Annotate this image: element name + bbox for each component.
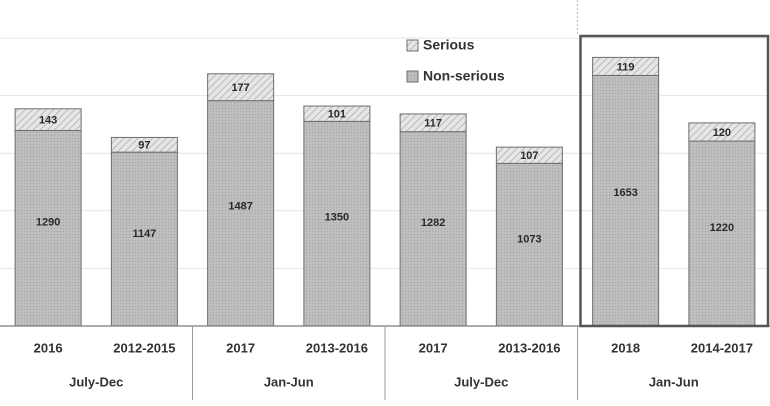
data-label-nonserious: 1073 xyxy=(517,234,541,246)
data-label-nonserious: 1282 xyxy=(421,217,445,229)
data-label-serious: 117 xyxy=(424,118,442,130)
bar-nonserious xyxy=(495,162,563,327)
x-tick-label: 2017 xyxy=(419,340,448,355)
data-label-serious: 177 xyxy=(231,82,249,94)
bar-serious xyxy=(207,73,275,102)
bar-nonserious xyxy=(399,131,467,327)
x-tick-label: 2012-2015 xyxy=(113,340,175,355)
x-group-label: July-Dec xyxy=(454,374,508,389)
bar-nonserious xyxy=(14,129,82,327)
legend: Serious Non-serious xyxy=(406,37,505,84)
data-label-nonserious: 1147 xyxy=(132,228,156,240)
legend-label-serious: Serious xyxy=(423,37,475,53)
bar-nonserious xyxy=(592,74,660,327)
data-label-serious: 119 xyxy=(617,61,635,73)
x-group-label: Jan-Jun xyxy=(264,374,314,389)
x-tick-label: 2013-2016 xyxy=(306,340,368,355)
x-group-label: July-Dec xyxy=(69,374,123,389)
data-label-serious: 101 xyxy=(328,109,346,121)
bar-nonserious xyxy=(303,120,371,327)
data-label-nonserious: 1220 xyxy=(710,222,734,234)
legend-swatch-serious xyxy=(406,39,419,52)
bar-serious xyxy=(592,56,660,76)
bar-serious xyxy=(14,108,82,131)
highlight-rect xyxy=(579,34,770,328)
data-label-serious: 143 xyxy=(39,115,57,127)
bar-nonserious xyxy=(688,140,756,327)
legend-swatch-nonserious xyxy=(406,70,419,83)
highlight-box xyxy=(577,0,770,328)
bar-nonserious xyxy=(207,100,275,327)
x-axis: 2016 2012-2015 2017 2013-2016 2017 2013-2016 2… xyxy=(0,325,770,400)
x-group-label: Jan-Jun xyxy=(649,374,699,389)
x-tick-label: 2014-2017 xyxy=(691,340,753,355)
bar-serious xyxy=(110,136,178,153)
data-label-nonserious: 1350 xyxy=(325,211,349,223)
data-label-serious: 97 xyxy=(138,140,150,152)
data-label-serious: 107 xyxy=(520,150,538,162)
bar-nonserious xyxy=(110,151,178,327)
data-label-nonserious: 1653 xyxy=(613,187,637,199)
bar-serious xyxy=(399,113,467,133)
legend-label-nonserious: Non-serious xyxy=(423,68,505,84)
x-tick-label: 2017 xyxy=(226,340,255,355)
bar-serious xyxy=(495,146,563,164)
x-tick-label: 2016 xyxy=(34,340,63,355)
bar-serious xyxy=(303,105,371,122)
x-tick-label: 2018 xyxy=(611,340,640,355)
bar-serious xyxy=(688,122,756,142)
x-tick-label: 2013-2016 xyxy=(498,340,560,355)
bars: 1290 143 1147 97 1487 177 1350 101 1282 117 1073 10… xyxy=(14,56,756,327)
data-label-nonserious: 1290 xyxy=(36,216,60,228)
data-label-serious: 120 xyxy=(713,127,731,139)
data-label-nonserious: 1487 xyxy=(228,200,252,212)
